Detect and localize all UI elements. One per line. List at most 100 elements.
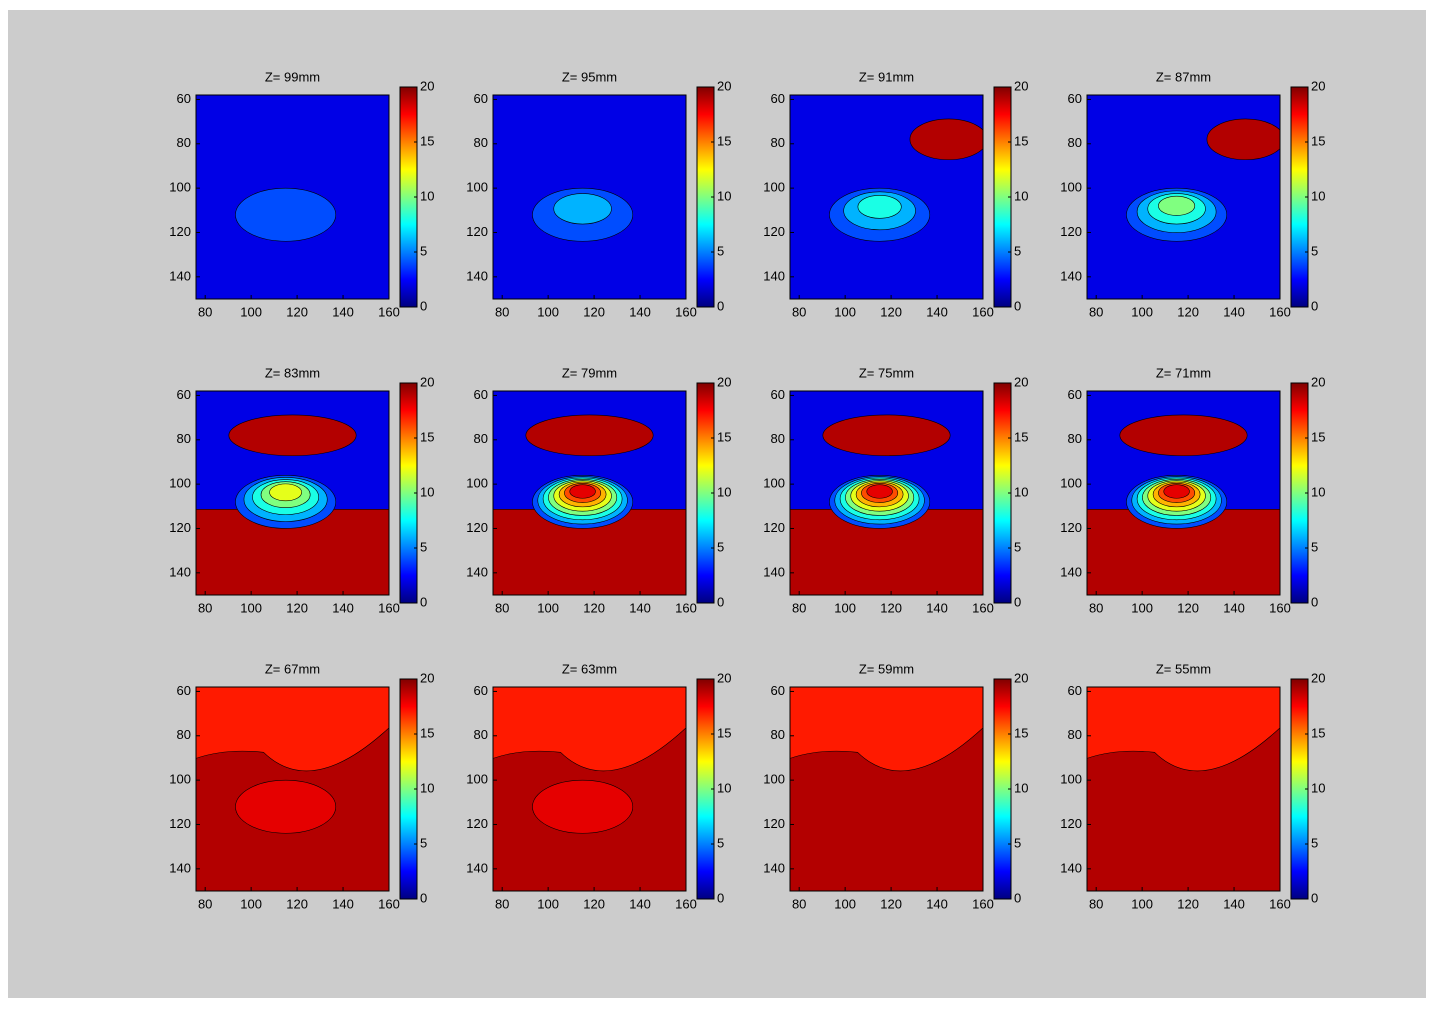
x-tick-label: 80 — [198, 304, 212, 319]
x-tick-label: 140 — [332, 304, 354, 319]
x-tick-label: 80 — [495, 896, 509, 911]
contour-level — [1158, 195, 1196, 216]
y-tick-label: 140 — [1060, 268, 1082, 283]
plot-area — [1087, 687, 1280, 891]
colorbar-tick-label: 10 — [420, 188, 434, 203]
y-tick-label: 140 — [1060, 860, 1082, 875]
x-tick-label: 100 — [834, 896, 856, 911]
x-tick-label: 100 — [537, 896, 559, 911]
y-tick-label: 140 — [169, 268, 191, 283]
colorbar-tick-label: 0 — [1311, 298, 1318, 313]
colorbar-tick-label: 10 — [717, 188, 731, 203]
x-tick-label: 140 — [629, 600, 651, 615]
x-tick-label: 100 — [834, 304, 856, 319]
colorbar-tick-label: 10 — [1311, 484, 1325, 499]
colorbar-tick-label: 20 — [420, 670, 434, 685]
hot-field — [1206, 118, 1280, 161]
y-tick-label: 100 — [1060, 476, 1082, 491]
hot-field — [822, 414, 951, 457]
y-tick-label: 140 — [763, 860, 785, 875]
x-tick-label: 120 — [286, 600, 308, 615]
colorbar-tick-label: 5 — [420, 243, 427, 258]
x-tick-label: 140 — [629, 304, 651, 319]
plot-area — [493, 95, 686, 299]
y-tick-label: 80 — [771, 431, 785, 446]
plot-area — [790, 95, 983, 299]
x-tick-label: 100 — [537, 304, 559, 319]
x-tick-label: 120 — [1177, 600, 1199, 615]
axes-box — [789, 390, 984, 596]
colorbar-tick-label: 0 — [420, 890, 427, 905]
colorbar-tick-label: 20 — [1311, 670, 1325, 685]
x-tick-label: 160 — [1269, 304, 1291, 319]
colorbar-tick-label: 10 — [420, 780, 434, 795]
colorbar-tick-label: 5 — [420, 835, 427, 850]
colorbar-tick-label: 0 — [1014, 594, 1021, 609]
panel-title: Z= 87mm — [1156, 69, 1211, 84]
panel-title: Z= 79mm — [562, 365, 617, 380]
y-tick-label: 120 — [763, 224, 785, 239]
colorbar-tick-label: 0 — [1014, 890, 1021, 905]
x-tick-label: 80 — [495, 304, 509, 319]
colorbar-tick-label: 20 — [1311, 374, 1325, 389]
y-tick-label: 80 — [474, 727, 488, 742]
upper-field — [790, 687, 983, 772]
y-tick-label: 140 — [466, 268, 488, 283]
panel-title: Z= 95mm — [562, 69, 617, 84]
upper-field — [493, 687, 686, 772]
colorbar-tick-label: 20 — [717, 374, 731, 389]
y-tick-label: 60 — [1068, 91, 1082, 106]
colorbar-tick-label: 20 — [1014, 374, 1028, 389]
axes-box — [1086, 94, 1281, 300]
y-tick-label: 120 — [169, 520, 191, 535]
x-tick-label: 160 — [1269, 896, 1291, 911]
colorbar-tick-label: 20 — [717, 78, 731, 93]
y-tick-label: 120 — [763, 520, 785, 535]
colorbar-tick-label: 20 — [717, 670, 731, 685]
plot-area — [196, 391, 389, 595]
colorbar-tick-label: 5 — [1014, 539, 1021, 554]
colorbar-tick-label: 10 — [1311, 188, 1325, 203]
y-tick-label: 120 — [1060, 224, 1082, 239]
y-tick-label: 80 — [177, 135, 191, 150]
hot-field — [1119, 414, 1248, 457]
x-tick-label: 120 — [583, 304, 605, 319]
colorbar-tick-label: 0 — [717, 298, 724, 313]
x-tick-label: 140 — [629, 896, 651, 911]
colorbar-tick-label: 10 — [717, 780, 731, 795]
x-tick-label: 80 — [198, 896, 212, 911]
colorbar-tick-label: 5 — [717, 835, 724, 850]
x-tick-label: 80 — [792, 600, 806, 615]
panel-title: Z= 99mm — [265, 69, 320, 84]
hot-field — [525, 414, 654, 457]
plot-area — [493, 391, 686, 595]
panel-title: Z= 59mm — [859, 661, 914, 676]
y-tick-label: 140 — [169, 564, 191, 579]
x-tick-label: 160 — [972, 600, 994, 615]
colorbar-tick-label: 10 — [1014, 188, 1028, 203]
colorbar-tick-label: 10 — [420, 484, 434, 499]
panel-title: Z= 55mm — [1156, 661, 1211, 676]
contour-level — [857, 195, 902, 219]
contour-level — [1163, 484, 1190, 499]
y-tick-label: 120 — [763, 816, 785, 831]
y-tick-label: 100 — [466, 772, 488, 787]
colorbar-tick-label: 15 — [420, 429, 434, 444]
colorbar-tick-label: 10 — [717, 484, 731, 499]
contour-level — [532, 779, 634, 834]
y-tick-label: 100 — [763, 772, 785, 787]
colorbar-tick-label: 15 — [1014, 725, 1028, 740]
x-tick-label: 120 — [880, 896, 902, 911]
hot-field — [909, 118, 983, 161]
x-tick-label: 80 — [1089, 304, 1103, 319]
y-tick-label: 60 — [177, 387, 191, 402]
x-tick-label: 160 — [378, 600, 400, 615]
plot-area — [1087, 391, 1280, 595]
colorbar-tick-label: 20 — [1014, 670, 1028, 685]
y-tick-label: 60 — [474, 387, 488, 402]
y-tick-label: 60 — [474, 91, 488, 106]
y-tick-label: 120 — [169, 224, 191, 239]
colorbar-tick-label: 0 — [420, 594, 427, 609]
x-tick-label: 140 — [926, 600, 948, 615]
